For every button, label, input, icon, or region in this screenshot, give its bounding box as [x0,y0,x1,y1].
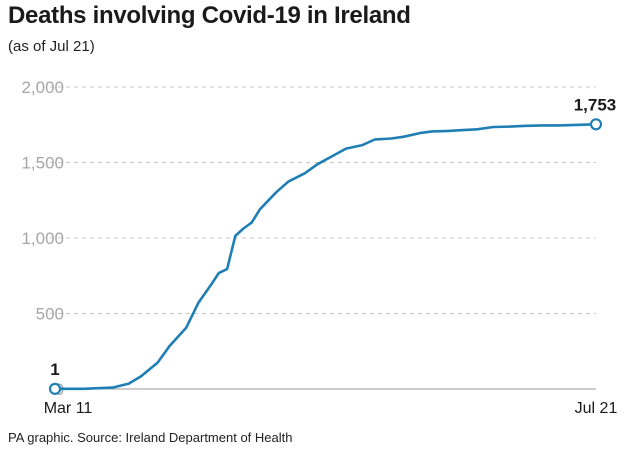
y-tick-label: 2,000 [21,78,64,97]
gridlines [50,86,596,390]
start-value-label: 1 [50,360,59,379]
x-tick-label: Jul 21 [575,400,618,417]
end-point-marker [589,118,603,131]
x-axis-ticks: Mar 11 Jul 21 [44,400,618,417]
end-value-label: 1,753 [574,95,617,114]
y-tick-label: 500 [36,305,64,324]
y-tick-label: 1,000 [21,229,64,248]
y-tick-label: 1,500 [21,154,64,173]
x-tick-label: Mar 11 [44,400,93,417]
start-point-marker [48,382,62,395]
chart-subtitle: (as of Jul 21) [8,38,95,55]
series-lines [53,123,598,391]
data-labels: 1 1,753 [50,95,616,379]
chart-title: Deaths involving Covid-19 in Ireland [8,2,411,29]
source-note: PA graphic. Source: Ireland Department o… [8,430,293,445]
data-markers [48,118,603,395]
series-line [53,123,598,391]
